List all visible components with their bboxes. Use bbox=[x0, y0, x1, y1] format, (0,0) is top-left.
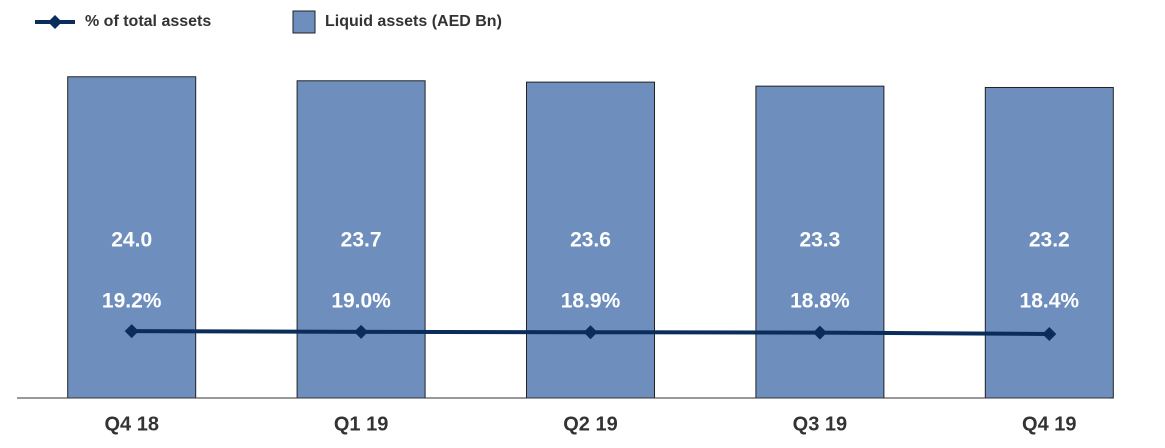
bar-value-label: 23.7 bbox=[341, 229, 382, 252]
line-value-label: 19.0% bbox=[331, 290, 391, 313]
bar bbox=[984, 86, 1114, 399]
x-tick-label: Q4 19 bbox=[1022, 413, 1076, 435]
bar bbox=[296, 80, 426, 399]
bar-value-label: 23.3 bbox=[799, 229, 840, 252]
line-marker bbox=[124, 324, 139, 339]
x-tick-label: Q1 19 bbox=[334, 413, 388, 435]
legend-label: % of total assets bbox=[85, 13, 211, 30]
line-marker bbox=[1042, 326, 1057, 341]
bar bbox=[755, 85, 885, 399]
line-value-label: 18.9% bbox=[561, 290, 621, 313]
bar-value-label: 23.2 bbox=[1029, 229, 1070, 252]
legend-marker bbox=[48, 15, 62, 29]
bar-value-label: 23.6 bbox=[570, 229, 611, 252]
bar-value-label: 24.0 bbox=[111, 229, 152, 252]
line-value-label: 18.4% bbox=[1020, 290, 1080, 313]
x-tick-label: Q3 19 bbox=[793, 413, 847, 435]
x-tick-label: Q4 18 bbox=[104, 413, 158, 435]
legend-swatch bbox=[292, 10, 316, 34]
line-marker bbox=[812, 325, 827, 340]
line-value-label: 18.8% bbox=[790, 290, 850, 313]
line-marker bbox=[583, 325, 598, 340]
line-value-label: 19.2% bbox=[102, 290, 162, 313]
x-tick-label: Q2 19 bbox=[563, 413, 617, 435]
line-marker bbox=[354, 324, 369, 339]
legend-label: Liquid assets (AED Bn) bbox=[325, 13, 502, 30]
